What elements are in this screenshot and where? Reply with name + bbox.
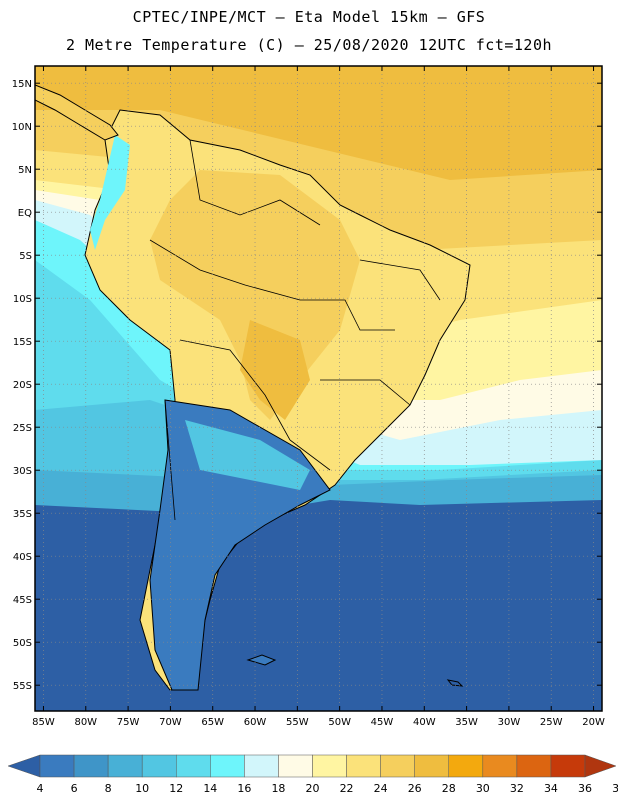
colorbar-segment xyxy=(414,754,449,778)
falkland-islands xyxy=(246,654,277,666)
colorbar-segment xyxy=(346,754,381,778)
colorbar-segment xyxy=(550,754,586,778)
temperature-field xyxy=(35,66,602,711)
lat-tick-label: 10N xyxy=(12,122,32,133)
colorbar-segment xyxy=(516,754,552,778)
lon-tick-label: 35W xyxy=(455,717,478,728)
colorbar-label: 28 xyxy=(442,782,456,795)
lat-tick-label: 30S xyxy=(13,466,32,477)
colorbar: 4 6 8 10 12 14 16 18 20 22 24 26 28 30 32 34 36 38 xyxy=(7,754,618,795)
lat-tick-label: 5N xyxy=(18,165,32,176)
colorbar-label: 26 xyxy=(408,782,422,795)
lat-tick-label: EQ xyxy=(18,208,32,219)
colorbar-segment xyxy=(73,754,109,778)
lon-tick-label: 20W xyxy=(582,717,605,728)
colorbar-label: 38 xyxy=(612,782,618,795)
colorbar-segment xyxy=(244,754,279,778)
colorbar-label: 36 xyxy=(578,782,592,795)
colorbar-label: 8 xyxy=(105,782,112,795)
colorbar-label: 16 xyxy=(237,782,251,795)
lon-tick-label: 70W xyxy=(159,717,182,728)
colorbar-label: 22 xyxy=(340,782,354,795)
colorbar-segment xyxy=(210,754,245,778)
andes-cold xyxy=(90,135,130,250)
lat-tick-label: 15S xyxy=(13,337,32,348)
map-title: CPTEC/INPE/MCT – Eta Model 15km – GFS xyxy=(132,8,486,26)
lat-tick-label: 25S xyxy=(13,423,32,434)
lon-tick-label: 55W xyxy=(286,717,309,728)
hot-core xyxy=(240,320,310,420)
colorbar-label: 34 xyxy=(544,782,558,795)
lon-tick-label: 25W xyxy=(540,717,563,728)
colorbar-label: 30 xyxy=(476,782,490,795)
colorbar-segment xyxy=(141,754,177,778)
colorbar-segment xyxy=(448,754,484,778)
longitude-ticks: 85W 80W 75W 70W 65W 60W 55W 50W 45W 40W 35W 30W 25W 2… xyxy=(32,66,605,728)
lon-tick-label: 45W xyxy=(371,717,394,728)
colorbar-label: 32 xyxy=(510,782,524,795)
colorbar-label: 6 xyxy=(71,782,78,795)
colorbar-label: 20 xyxy=(306,782,320,795)
lon-tick-label: 75W xyxy=(117,717,140,728)
graticule xyxy=(35,66,602,711)
lat-tick-label: 20S xyxy=(13,380,32,391)
lon-tick-label: 30W xyxy=(498,717,521,728)
lat-tick-label: 35S xyxy=(13,509,32,520)
colorbar-label: 4 xyxy=(37,782,44,795)
lat-tick-label: 15N xyxy=(12,79,32,90)
pampas-band xyxy=(185,420,310,490)
lon-tick-label: 50W xyxy=(328,717,351,728)
lon-tick-label: 85W xyxy=(32,717,55,728)
lat-tick-label: 55S xyxy=(13,681,32,692)
central-america xyxy=(35,84,119,141)
colorbar-segment xyxy=(380,754,415,778)
lon-tick-label: 60W xyxy=(244,717,267,728)
latitude-ticks: 15N 10N 5N EQ 5S 10S 15S 20S 25S 30S 35S 40S 45S 50S 5… xyxy=(12,79,602,692)
colorbar-segment xyxy=(482,754,518,778)
lon-tick-label: 80W xyxy=(74,717,97,728)
colorbar-arrow-right xyxy=(584,754,617,778)
colorbar-label: 10 xyxy=(135,782,149,795)
colorbar-label: 12 xyxy=(169,782,183,795)
lat-tick-label: 10S xyxy=(13,294,32,305)
map-subtitle: 2 Metre Temperature (C) – 25/08/2020 12U… xyxy=(65,36,553,54)
colorbar-segment xyxy=(176,754,211,778)
lat-tick-label: 50S xyxy=(13,638,32,649)
colorbar-segment xyxy=(278,754,313,778)
colorbar-segment xyxy=(107,754,143,778)
lon-tick-label: 65W xyxy=(201,717,224,728)
lon-tick-label: 40W xyxy=(413,717,436,728)
colorbar-segment xyxy=(312,754,347,778)
colorbar-segment xyxy=(39,754,75,778)
lat-tick-label: 45S xyxy=(13,595,32,606)
lat-tick-label: 5S xyxy=(19,251,32,262)
ocean-band-28 xyxy=(35,66,602,180)
colorbar-label: 14 xyxy=(203,782,217,795)
lat-tick-label: 40S xyxy=(13,552,32,563)
colorbar-arrow-left xyxy=(7,754,41,778)
south-georgia xyxy=(446,679,464,687)
map-frame xyxy=(34,65,603,712)
colorbar-label: 18 xyxy=(271,782,285,795)
colorbar-label: 24 xyxy=(374,782,388,795)
